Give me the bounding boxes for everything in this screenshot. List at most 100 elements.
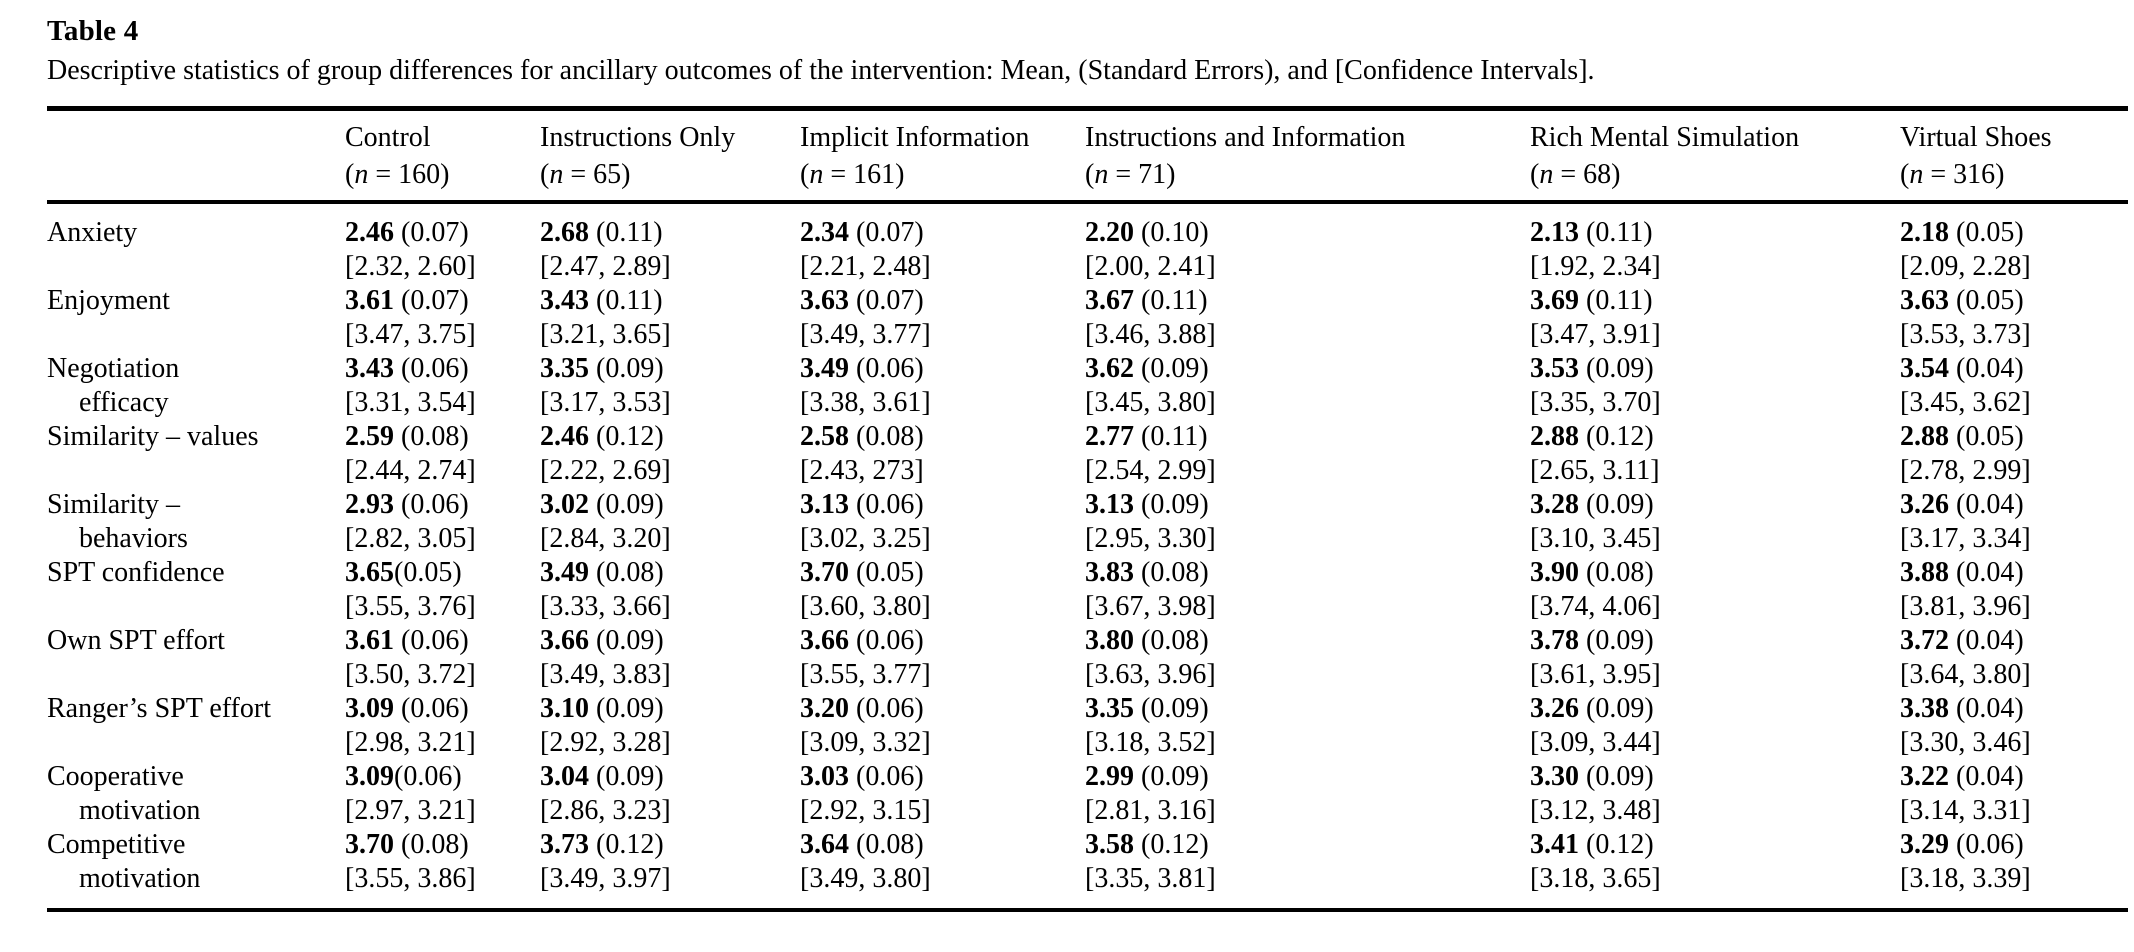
n-variable: n (354, 159, 369, 190)
standard-error: (0.09) (1579, 353, 1654, 384)
standard-error: (0.09) (1134, 489, 1209, 520)
row-label-line: Cooperative (47, 761, 184, 792)
standard-error: (0.05) (1949, 285, 2024, 316)
stat-cell: 3.73 (0.12) [3.49, 3.97] (540, 828, 800, 910)
confidence-interval: [2.78, 2.99] (1900, 455, 2031, 486)
mean-se-line: 2.68 (0.11) (540, 216, 800, 250)
mean-se-line: 3.26 (0.04) (1900, 488, 2128, 522)
stat-cell: 2.77 (0.11) [2.54, 2.99] (1085, 420, 1530, 488)
standard-error: (0.09) (1134, 693, 1209, 724)
standard-error: (0.05) (849, 557, 924, 588)
stat-cell: 3.41 (0.12) [3.18, 3.65] (1530, 828, 1900, 910)
mean-se-line: 3.49 (0.08) (540, 556, 800, 590)
stat-cell: 2.99 (0.09) [2.81, 3.16] (1085, 760, 1530, 828)
row-label-cell: Negotiation efficacy (47, 352, 345, 420)
mean-value: 2.20 (1085, 217, 1134, 248)
column-sample-size: (n = 65) (540, 159, 631, 190)
mean-se-line: 2.18 (0.05) (1900, 216, 2128, 250)
confidence-interval: [3.47, 3.91] (1530, 319, 1661, 350)
confidence-interval: [3.09, 3.32] (800, 727, 931, 758)
table-caption: Descriptive statistics of group differen… (47, 55, 1595, 86)
mean-value: 3.04 (540, 761, 589, 792)
mean-value: 3.88 (1900, 557, 1949, 588)
n-variable: n (1539, 159, 1554, 190)
mean-se-line: 2.58 (0.08) (800, 420, 1085, 454)
confidence-interval: [3.10, 3.45] (1530, 523, 1661, 554)
column-label: Rich Mental Simulation (1530, 122, 1800, 153)
stat-cell: 3.13 (0.09) [2.95, 3.30] (1085, 488, 1530, 556)
confidence-interval: [2.32, 2.60] (345, 251, 476, 282)
column-header: Implicit Information (n = 161) (800, 108, 1085, 204)
confidence-interval: [3.55, 3.77] (800, 659, 931, 690)
mean-value: 3.69 (1530, 285, 1579, 316)
mean-value: 3.70 (345, 829, 394, 860)
confidence-interval: [3.45, 3.80] (1085, 387, 1216, 418)
table-body: Anxiety 2.46 (0.07) [2.32, 2.60] 2.68 (0.11… (47, 202, 2128, 910)
confidence-interval: [3.02, 3.25] (800, 523, 931, 554)
confidence-interval: [2.43, 273] (800, 455, 924, 486)
mean-se-line: 3.30 (0.09) (1530, 760, 1900, 794)
confidence-interval: [2.86, 3.23] (540, 795, 671, 826)
mean-se-line: 3.80 (0.08) (1085, 624, 1530, 658)
header-row: Control (n = 160) Instructions Only (n = 65… (47, 108, 2128, 204)
stat-cell: 3.63 (0.05) [3.53, 3.73] (1900, 284, 2128, 352)
stat-cell: 3.72 (0.04) [3.64, 3.80] (1900, 624, 2128, 692)
mean-se-line: 2.46 (0.07) (345, 216, 540, 250)
confidence-interval: [3.35, 3.81] (1085, 863, 1216, 894)
mean-value: 3.53 (1530, 353, 1579, 384)
row-label-line: motivation (79, 863, 201, 894)
stat-cell: 3.38 (0.04) [3.30, 3.46] (1900, 692, 2128, 760)
standard-error: (0.08) (1134, 625, 1209, 656)
confidence-interval: [3.53, 3.73] (1900, 319, 2031, 350)
mean-value: 3.29 (1900, 829, 1949, 860)
mean-se-line: 3.43 (0.06) (345, 352, 540, 386)
confidence-interval: [2.97, 3.21] (345, 795, 476, 826)
confidence-interval: [2.92, 3.15] (800, 795, 931, 826)
stat-cell: 3.29 (0.06) [3.18, 3.39] (1900, 828, 2128, 910)
stat-cell: 3.65(0.05) [3.55, 3.76] (345, 556, 540, 624)
confidence-interval: [2.65, 3.11] (1530, 455, 1660, 486)
standard-error: (0.04) (1949, 557, 2024, 588)
n-variable: n (1094, 159, 1109, 190)
mean-se-line: 2.88 (0.05) (1900, 420, 2128, 454)
mean-se-line: 3.13 (0.09) (1085, 488, 1530, 522)
stat-cell: 3.49 (0.06) [3.38, 3.61] (800, 352, 1085, 420)
mean-value: 3.26 (1530, 693, 1579, 724)
n-variable: n (1909, 159, 1924, 190)
mean-value: 3.28 (1530, 489, 1579, 520)
stat-cell: 2.20 (0.10) [2.00, 2.41] (1085, 202, 1530, 284)
row-label-line: Anxiety (47, 217, 138, 248)
mean-value: 3.73 (540, 829, 589, 860)
confidence-interval: [3.55, 3.86] (345, 863, 476, 894)
mean-se-line: 3.66 (0.06) (800, 624, 1085, 658)
stat-cell: 2.88 (0.05) [2.78, 2.99] (1900, 420, 2128, 488)
confidence-interval: [3.60, 3.80] (800, 591, 931, 622)
table-row: Cooperative motivation 3.09(0.06) [2.97, 3.… (47, 760, 2128, 828)
mean-se-line: 3.65(0.05) (345, 556, 540, 590)
mean-se-line: 3.61 (0.06) (345, 624, 540, 658)
stat-cell: 3.61 (0.06) [3.50, 3.72] (345, 624, 540, 692)
mean-value: 3.67 (1085, 285, 1134, 316)
mean-se-line: 3.26 (0.09) (1530, 692, 1900, 726)
mean-se-line: 3.88 (0.04) (1900, 556, 2128, 590)
stat-cell: 3.49 (0.08) [3.33, 3.66] (540, 556, 800, 624)
stat-cell: 2.88 (0.12) [2.65, 3.11] (1530, 420, 1900, 488)
confidence-interval: [2.47, 2.89] (540, 251, 671, 282)
column-label: Instructions Only (540, 122, 736, 153)
mean-se-line: 3.04 (0.09) (540, 760, 800, 794)
stat-cell: 2.46 (0.12) [2.22, 2.69] (540, 420, 800, 488)
row-label-cell: Anxiety (47, 202, 345, 284)
standard-error: (0.08) (394, 829, 469, 860)
mean-value: 3.43 (345, 353, 394, 384)
row-label-cell: Cooperative motivation (47, 760, 345, 828)
mean-value: 3.72 (1900, 625, 1949, 656)
standard-error: (0.09) (1579, 625, 1654, 656)
mean-value: 3.30 (1530, 761, 1579, 792)
mean-se-line: 3.73 (0.12) (540, 828, 800, 862)
stat-cell: 3.30 (0.09) [3.12, 3.48] (1530, 760, 1900, 828)
standard-error: (0.11) (1579, 217, 1653, 248)
mean-se-line: 3.35 (0.09) (1085, 692, 1530, 726)
stat-cell: 2.59 (0.08) [2.44, 2.74] (345, 420, 540, 488)
confidence-interval: [3.17, 3.34] (1900, 523, 2031, 554)
confidence-interval: [3.49, 3.83] (540, 659, 671, 690)
